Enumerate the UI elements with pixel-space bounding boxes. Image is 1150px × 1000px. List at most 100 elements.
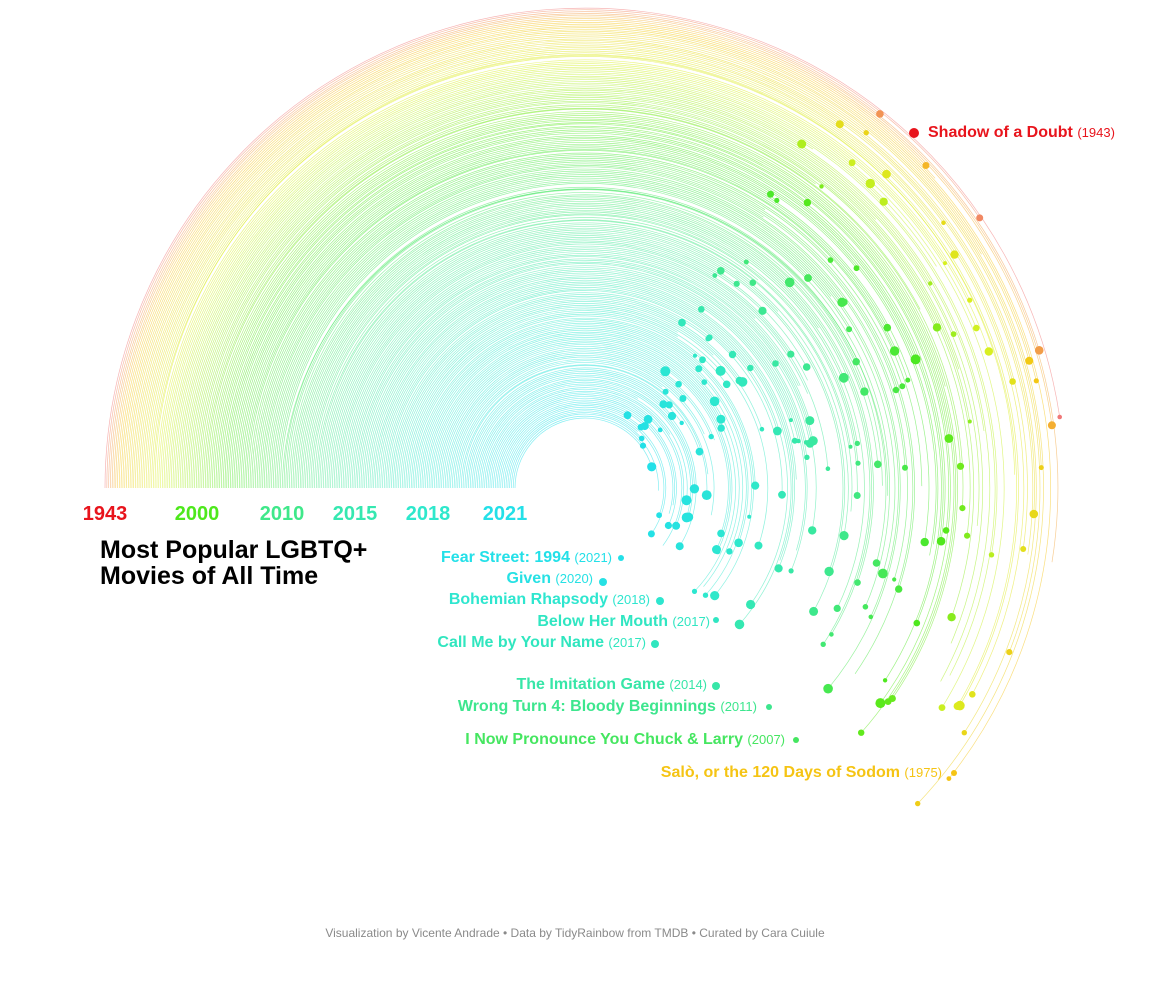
movie-dot	[679, 395, 687, 402]
movie-arc	[421, 324, 749, 543]
movie-dot	[647, 462, 657, 472]
movie-arc	[117, 20, 936, 489]
movie-arc	[269, 172, 901, 689]
movie-dot	[637, 423, 645, 431]
movie-arc	[328, 231, 721, 489]
movie-year: (2017)	[608, 635, 646, 650]
movie-arc	[373, 276, 797, 489]
movie-arc	[358, 261, 807, 489]
movie-dot	[855, 460, 861, 466]
movie-dot	[717, 529, 725, 538]
movie-dot	[820, 641, 826, 647]
movie-dot	[853, 492, 861, 499]
movie-arc	[468, 370, 682, 489]
movie-dot	[664, 521, 673, 530]
movie-arc	[301, 204, 819, 489]
movie-dot	[852, 358, 860, 366]
movie-arc	[111, 14, 1059, 563]
movie-dot	[895, 585, 903, 593]
movie-dot	[699, 356, 706, 364]
movie-arc	[183, 86, 931, 489]
movie-title: Fear Street: 1994	[441, 549, 574, 566]
movie-arc	[509, 412, 642, 489]
movie-dot	[959, 505, 966, 512]
movie-arc	[163, 66, 853, 489]
movie-arc	[405, 308, 721, 489]
movie-arc	[342, 245, 809, 489]
movie-arc	[283, 186, 887, 564]
movie-arc	[127, 30, 1042, 489]
movie-dot	[743, 259, 749, 265]
movie-arc	[181, 84, 985, 489]
movie-title: Call Me by Your Name	[437, 634, 608, 651]
movie-dot	[964, 532, 971, 539]
movie-dot	[920, 537, 929, 547]
movie-arc	[448, 351, 712, 489]
movie-arc	[244, 147, 909, 489]
movie-arc	[394, 297, 743, 489]
movie-dot	[976, 214, 984, 222]
movie-dot	[787, 350, 795, 358]
movie-arc	[326, 229, 844, 572]
movie-dot	[734, 619, 745, 630]
movie-dot	[863, 130, 869, 136]
movie-arc	[170, 73, 884, 489]
movie-arc	[391, 294, 709, 489]
movie-arc	[487, 390, 683, 546]
movie-dot	[889, 346, 900, 356]
movie-arc	[441, 344, 729, 534]
movie-arc	[491, 394, 649, 489]
movie-dot	[678, 318, 686, 327]
movie-dot	[717, 424, 725, 432]
movie-arc	[426, 329, 744, 552]
movie-arc	[310, 213, 859, 489]
axis-tick-label: 2010	[260, 503, 305, 525]
movie-arc	[387, 290, 783, 495]
movie-dot	[875, 698, 886, 709]
movie-label: Bohemian Rhapsody (2018)	[449, 591, 650, 608]
movie-arc	[212, 115, 958, 699]
movie-dot	[872, 559, 881, 567]
movie-arc	[360, 263, 808, 489]
movie-arc	[210, 113, 946, 489]
movie-dot	[1034, 346, 1044, 355]
movie-arc	[203, 106, 816, 489]
movie-arc	[135, 38, 1035, 515]
movie-arc	[348, 251, 799, 489]
movie-arc	[305, 208, 865, 609]
movie-arc	[455, 358, 715, 516]
movie-arc	[120, 23, 1037, 489]
movie-arc	[493, 396, 677, 526]
movie-year: (2014)	[669, 677, 707, 692]
movie-arc	[443, 345, 666, 489]
movie-arc	[466, 369, 670, 489]
movie-dot	[623, 411, 632, 420]
movie-arc	[357, 260, 776, 489]
movie-arc	[247, 149, 923, 489]
movie-arc	[144, 46, 1013, 489]
highlight-dot	[651, 640, 659, 648]
movie-dot	[788, 568, 794, 574]
movie-dot	[751, 481, 760, 490]
movie-arc	[340, 243, 829, 489]
movie-dot	[797, 139, 807, 149]
movie-arc	[435, 338, 722, 489]
movie-label: Shadow of a Doubt (1943)	[928, 124, 1115, 141]
movie-arc	[285, 188, 857, 489]
movie-label: Fear Street: 1994 (2021)	[441, 549, 612, 566]
movie-arc	[256, 159, 914, 674]
year-axis: 1943 2000 2010 2015 2018 2021	[83, 486, 527, 525]
movie-dot	[899, 383, 906, 390]
movie-dot	[665, 401, 673, 409]
movie-arc	[118, 22, 1051, 779]
chart-caption: Visualization by Vicente Andrade • Data …	[325, 926, 825, 940]
highlight-dot	[713, 617, 719, 623]
movie-arc	[260, 163, 764, 489]
movie-dot	[679, 420, 684, 426]
movie-arc	[151, 54, 1019, 706]
movie-arc	[106, 9, 980, 489]
movie-arc	[294, 197, 790, 489]
movie-dot	[848, 159, 856, 167]
movie-dot	[1006, 649, 1013, 656]
movie-arc	[367, 270, 792, 489]
